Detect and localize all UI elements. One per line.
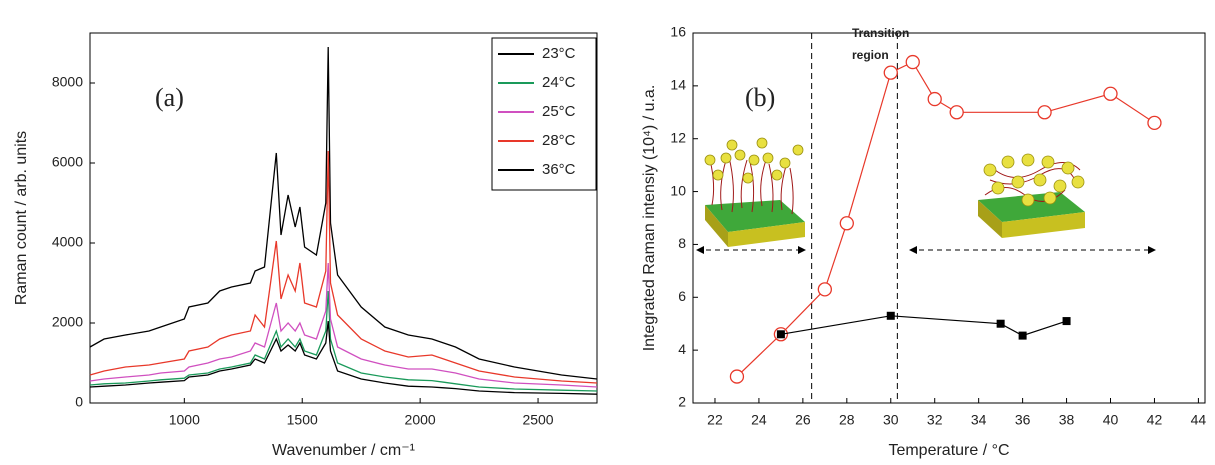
x-tick-label: 2000 xyxy=(405,412,436,428)
marker xyxy=(1037,105,1052,120)
y-tick-label: 16 xyxy=(670,24,686,40)
y-tick-label: 6 xyxy=(678,288,686,304)
panel-label: (b) xyxy=(745,83,775,112)
marker xyxy=(817,282,832,297)
marker xyxy=(883,65,898,80)
legend-box xyxy=(491,37,597,191)
marker xyxy=(776,330,785,339)
y-axis-label: Raman count / arb. units xyxy=(13,131,30,305)
series-line xyxy=(89,320,598,395)
panel-label: (a) xyxy=(155,83,184,112)
y-tick-label: 2 xyxy=(678,394,686,410)
x-tick-label: 38 xyxy=(1059,412,1075,428)
brush-illustration xyxy=(704,137,805,247)
y-tick-label: 6000 xyxy=(52,154,83,170)
legend-label: 23°C xyxy=(542,45,576,62)
x-tick-label: 22 xyxy=(707,412,723,428)
plot-frame xyxy=(692,32,1206,404)
region-label: Transition xyxy=(852,26,909,40)
series-line xyxy=(89,290,598,392)
y-tick-label: 8 xyxy=(678,235,686,251)
x-tick-label: 28 xyxy=(839,412,855,428)
legend-label: 25°C xyxy=(542,103,576,120)
x-axis-label: Temperature / °C xyxy=(888,442,1009,459)
x-tick-label: 36 xyxy=(1015,412,1031,428)
series-line xyxy=(89,46,598,380)
legend-label: 36°C xyxy=(542,161,576,178)
marker xyxy=(886,311,895,320)
x-tick-label: 24 xyxy=(751,412,767,428)
x-tick-label: 1000 xyxy=(169,412,200,428)
x-tick-label: 30 xyxy=(883,412,899,428)
marker xyxy=(905,54,920,70)
legend-label: 24°C xyxy=(542,74,576,91)
y-tick-label: 4 xyxy=(678,341,686,357)
region-label: region xyxy=(852,48,889,62)
x-tick-label: 44 xyxy=(1191,412,1207,428)
series-line xyxy=(89,262,598,388)
x-tick-label: 42 xyxy=(1147,412,1163,428)
x-tick-label: 2500 xyxy=(522,412,553,428)
legend-label: 28°C xyxy=(542,132,576,149)
y-tick-label: 10 xyxy=(670,182,686,198)
y-axis-label: Integrated Raman intensiy (10⁴) / u.a. xyxy=(641,85,658,352)
collapsed-illustration xyxy=(978,153,1085,238)
marker xyxy=(1018,331,1027,340)
marker xyxy=(1147,115,1162,131)
marker xyxy=(729,369,745,384)
y-tick-label: 4000 xyxy=(52,234,83,250)
y-tick-label: 0 xyxy=(75,394,83,410)
x-tick-label: 32 xyxy=(927,412,943,428)
y-tick-label: 12 xyxy=(670,129,686,145)
y-tick-label: 8000 xyxy=(52,74,83,90)
x-tick-label: 1500 xyxy=(287,412,318,428)
marker xyxy=(1103,86,1118,101)
y-tick-label: 14 xyxy=(670,77,686,93)
x-tick-label: 40 xyxy=(1103,412,1119,428)
marker xyxy=(839,216,854,231)
plot-frame xyxy=(89,32,598,404)
y-tick-label: 2000 xyxy=(52,314,83,330)
marker xyxy=(996,319,1005,328)
marker xyxy=(927,91,942,107)
marker xyxy=(1062,317,1071,326)
x-tick-label: 26 xyxy=(795,412,811,428)
x-tick-label: 34 xyxy=(971,412,987,428)
marker xyxy=(949,105,964,120)
series-line xyxy=(89,150,598,384)
x-axis-label: Wavenumber / cm⁻¹ xyxy=(272,442,415,459)
